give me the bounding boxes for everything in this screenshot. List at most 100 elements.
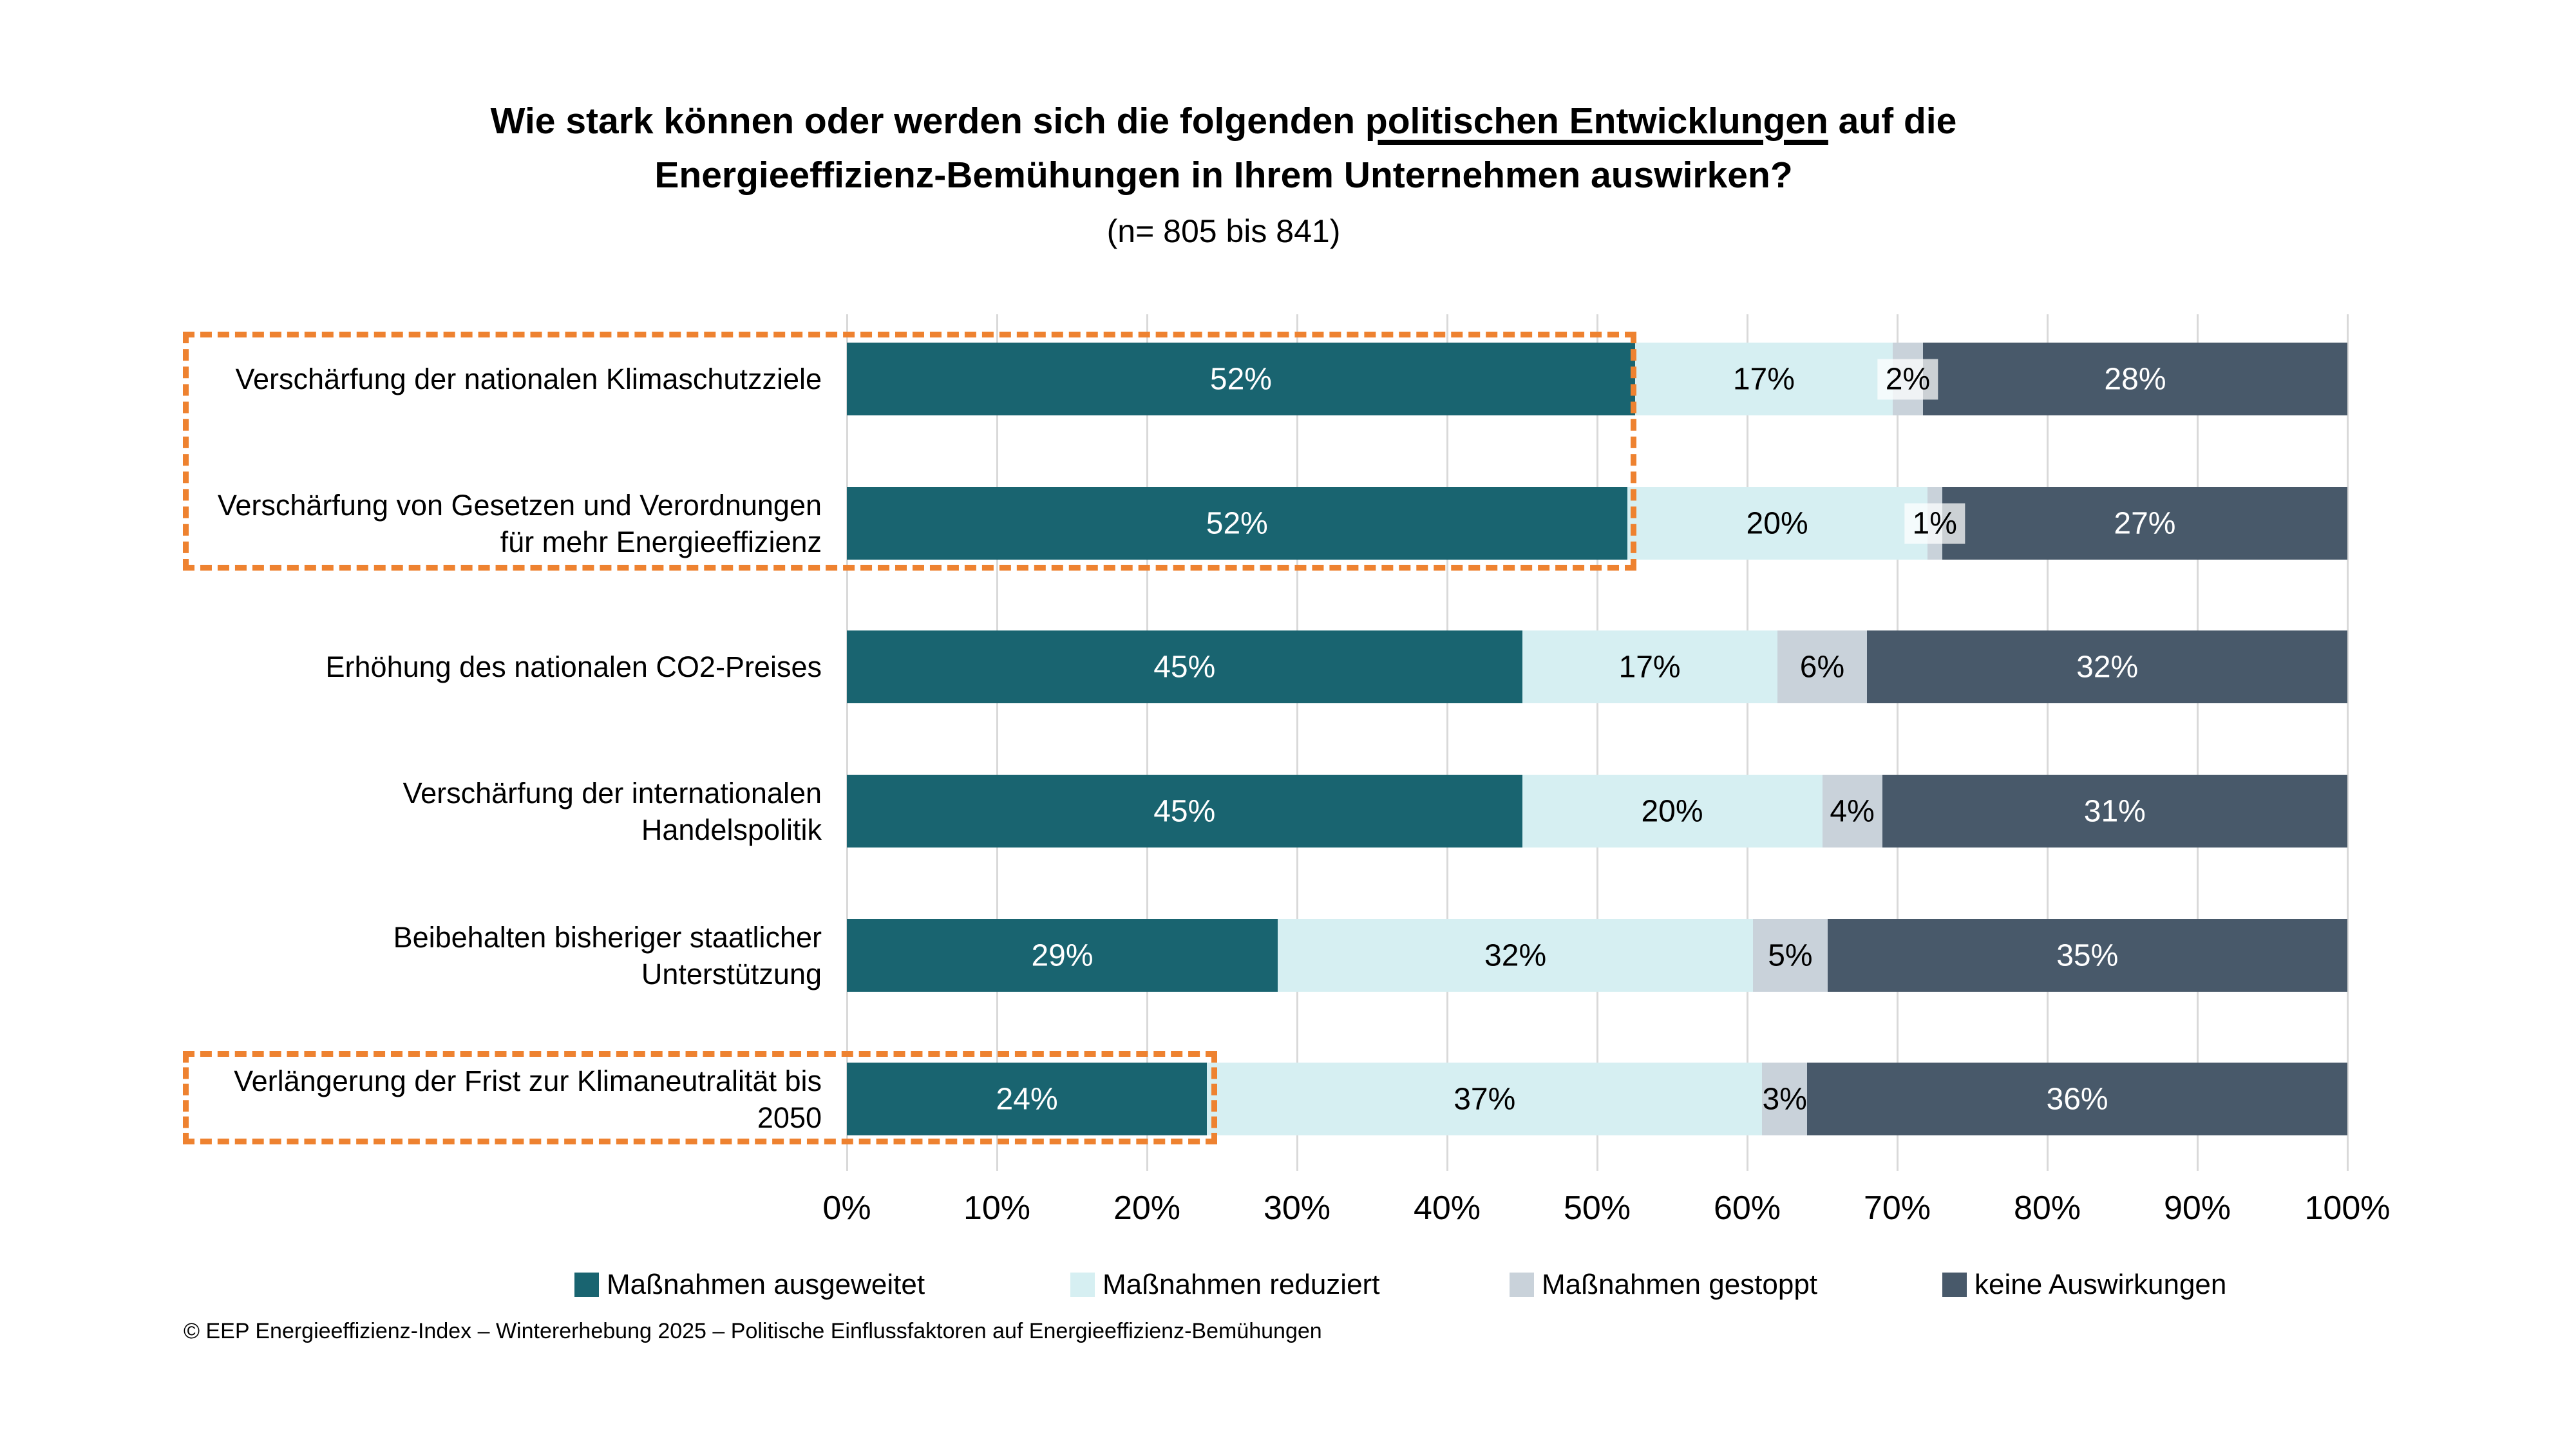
legend-swatch [1070, 1273, 1095, 1297]
axis-tick-label: 60% [1713, 1189, 1781, 1227]
gridline [2196, 314, 2199, 1171]
legend-swatch [1510, 1273, 1534, 1297]
bar-segment-label: 2% [1877, 359, 1938, 399]
axis-tick-label: 100% [2304, 1189, 2391, 1227]
bar-segment: 29% [847, 919, 1278, 992]
highlight-dashed-box [183, 1051, 1217, 1144]
chart-subtitle: (n= 805 bis 841) [1106, 213, 1341, 249]
category-label-text: Verschärfung der nationalen Klimaschutzz… [235, 363, 822, 395]
footer-source: © EEP Energieeffizienz-Index – Wintererh… [184, 1319, 1322, 1343]
bar-segment-label: 17% [1618, 650, 1681, 684]
chart-title-line1: Wie stark können oder werden sich die fo… [0, 94, 2447, 148]
category-label: Verschärfung der internationalen Handelsp… [0, 775, 822, 848]
legend-item: Maßnahmen ausgeweitet [574, 1269, 925, 1301]
category-label: Verlängerung der Frist zur Klimaneutrali… [0, 1063, 822, 1135]
category-label: Verschärfung von Gesetzen und Verordnung… [0, 487, 822, 560]
bar-segment-label: 52% [1206, 506, 1268, 540]
bar-segment: 6% [1777, 630, 1868, 703]
bar-segment-label: 31% [2083, 794, 2146, 828]
gridline [1746, 314, 1748, 1171]
bar-segment: 37% [1207, 1063, 1763, 1135]
legend-item: keine Auswirkungen [1942, 1269, 2226, 1301]
bar-segment-label: 45% [1153, 650, 1216, 684]
bar-segment-label: 52% [1209, 362, 1272, 396]
bar-segment-label: 3% [1762, 1082, 1807, 1116]
bar-segment: 3% [1762, 1063, 1808, 1135]
axis-tick-label: 90% [2163, 1189, 2231, 1227]
bar-segment-label: 32% [2076, 650, 2139, 684]
bar-row: 45% 17% 6% 32% [847, 630, 2347, 703]
bar-segment: 1% [1904, 487, 1965, 560]
bar-segment-label: 27% [2114, 506, 2176, 540]
bar-segment: 45% [847, 630, 1522, 703]
bar-segment: 24% [847, 1063, 1208, 1135]
bar-segment-label: 32% [1484, 938, 1547, 972]
bar-segment-label: 20% [1641, 794, 1703, 828]
gridline [1896, 314, 1899, 1171]
axis-tick-label: 0% [822, 1189, 871, 1227]
axis-tick-label: 50% [1563, 1189, 1631, 1227]
gridline [2046, 314, 2049, 1171]
category-label-text: Verlängerung der Frist zur Klimaneutrali… [234, 1064, 822, 1134]
gridline [1146, 314, 1148, 1171]
axis-tick-label: 70% [1863, 1189, 1931, 1227]
axis-tick-label: 80% [2013, 1189, 2081, 1227]
bar-segment-label: 28% [2104, 362, 2166, 396]
legend-label: Maßnahmen gestoppt [1542, 1269, 1818, 1300]
legend-label: Maßnahmen ausgeweitet [607, 1269, 925, 1300]
gridline [846, 314, 848, 1171]
bar-segment: 20% [1522, 775, 1823, 848]
bar-segment: 20% [1627, 487, 1927, 560]
chart-title: Wie stark können oder werden sich die fo… [0, 94, 2447, 258]
axis-tick-label: 20% [1113, 1189, 1181, 1227]
bar-segment-label: 35% [2056, 938, 2119, 972]
bar-segment: 32% [1278, 919, 1754, 992]
bar-segment-label: 1% [1904, 503, 1965, 544]
bar-segment: 27% [1942, 487, 2347, 560]
bar-segment-label: 29% [1031, 938, 1094, 972]
bar-segment-label: 36% [2046, 1082, 2108, 1116]
axis-tick-label: 40% [1413, 1189, 1481, 1227]
bar-row: 24% 37% 3% 36% [847, 1063, 2347, 1135]
chart-title-line2: Energieeffizienz-Bemühungen in Ihrem Unt… [654, 155, 1793, 196]
bar-segment-label: 5% [1768, 938, 1813, 972]
bar-segment: 52% [847, 487, 1627, 560]
title-text-underlined: politischen Entwicklungen [1365, 100, 1828, 142]
bar-segment: 2% [1877, 343, 1938, 415]
bar-segment-label: 37% [1454, 1082, 1516, 1116]
legend-swatch [574, 1273, 599, 1297]
legend-label: Maßnahmen reduziert [1103, 1269, 1380, 1300]
bar-segment-label: 20% [1746, 506, 1808, 540]
bar-segment: 17% [1522, 630, 1777, 703]
axis-tick-label: 30% [1263, 1189, 1331, 1227]
bar-row: 52% 17% 2% 28% [847, 343, 2347, 415]
category-label: Erhöhung des nationalen CO2-Preises [0, 630, 822, 703]
title-text-post: auf die [1828, 100, 1957, 142]
bar-segment-label: 17% [1732, 362, 1795, 396]
gridline [2346, 314, 2349, 1171]
highlight-dashed-box [183, 332, 1636, 571]
title-text-pre: Wie stark können oder werden sich die fo… [490, 100, 1365, 142]
category-label-text: Verschärfung der internationalen Handelsp… [402, 776, 822, 846]
gridline [996, 314, 998, 1171]
category-label-text: Beibehalten bisheriger staatlicher Unters… [393, 920, 822, 990]
bar-segment: 45% [847, 775, 1522, 848]
bar-segment: 32% [1867, 630, 2347, 703]
gridline [1296, 314, 1298, 1171]
category-label: Verschärfung der nationalen Klimaschutzz… [0, 343, 822, 415]
bar-segment-label: 6% [1799, 650, 1845, 684]
gridline [1446, 314, 1448, 1171]
bar-segment: 31% [1882, 775, 2347, 848]
gridline [1596, 314, 1598, 1171]
bar-row: 52% 20% 1% 27% [847, 487, 2347, 560]
plot-area: 52% 17% 2% 28% 52% 20% 1% 27% 45% 17% 6% 32% 45% 20% 4… [846, 314, 2349, 1171]
legend-item: Maßnahmen gestoppt [1510, 1269, 1817, 1301]
bar-segment: 4% [1822, 775, 1882, 848]
legend-label: keine Auswirkungen [1975, 1269, 2227, 1300]
bar-row: 29% 32% 5% 35% [847, 919, 2347, 992]
axis-tick-label: 10% [963, 1189, 1031, 1227]
bar-segment-label: 45% [1153, 794, 1216, 828]
legend-swatch [1942, 1273, 1967, 1297]
bar-segment: 17% [1634, 343, 1893, 415]
